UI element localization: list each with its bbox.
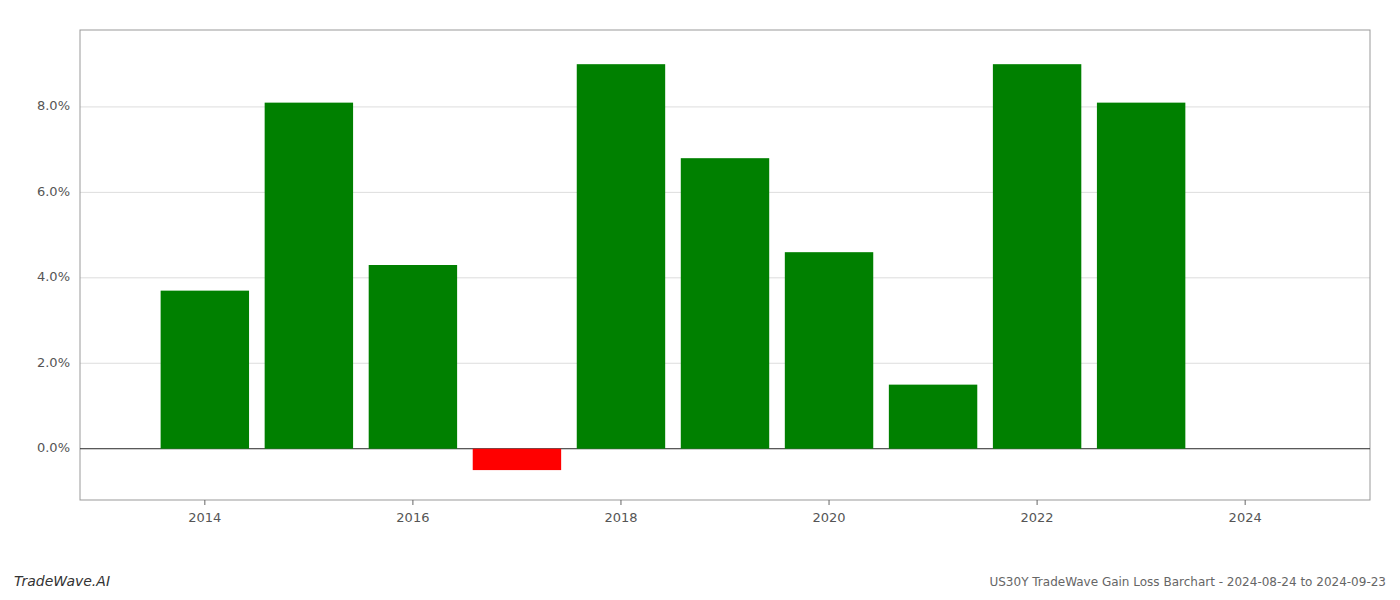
x-tick-label: 2016 (396, 510, 429, 525)
bar (889, 385, 977, 449)
y-tick-label: 2.0% (37, 355, 70, 370)
x-tick (829, 500, 830, 505)
title: US30Y TradeWave Gain Loss Barchart - 202… (989, 575, 1386, 589)
y-tick-label: 6.0% (37, 184, 70, 199)
plot-frame (80, 30, 1370, 500)
y-tick-label: 4.0% (37, 269, 70, 284)
bar (265, 103, 353, 449)
bar (993, 64, 1081, 449)
bar (1097, 103, 1185, 449)
x-tick (620, 500, 621, 505)
chart-container: 0.0% 2.0% 4.0% 6.0% 8.0% 2014 2016 2018 2020 2022… (0, 0, 1400, 600)
bar (681, 158, 769, 449)
x-tick-label: 2018 (604, 510, 637, 525)
bar (577, 64, 665, 449)
x-tick-label: 2014 (188, 510, 221, 525)
x-tick-label: 2020 (812, 510, 845, 525)
x-tick (1037, 500, 1038, 505)
bar (161, 291, 249, 449)
x-tick (1245, 500, 1246, 505)
y-tick-label: 0.0% (37, 440, 70, 455)
x-tick-label: 2022 (1021, 510, 1054, 525)
background (0, 0, 1400, 600)
x-tick-label: 2024 (1229, 510, 1262, 525)
bars (161, 64, 1186, 470)
bar (369, 265, 457, 449)
watermark: TradeWave.AI (14, 573, 110, 589)
bar (785, 252, 873, 449)
chart-svg: 0.0% 2.0% 4.0% 6.0% 8.0% 2014 2016 2018 2020 2022… (0, 0, 1400, 600)
y-tick-label: 8.0% (37, 98, 70, 113)
axes: 0.0% 2.0% 4.0% 6.0% 8.0% 2014 2016 2018 2020 2022… (37, 30, 1370, 525)
bar (473, 449, 561, 470)
x-tick (204, 500, 205, 505)
x-tick (412, 500, 413, 505)
